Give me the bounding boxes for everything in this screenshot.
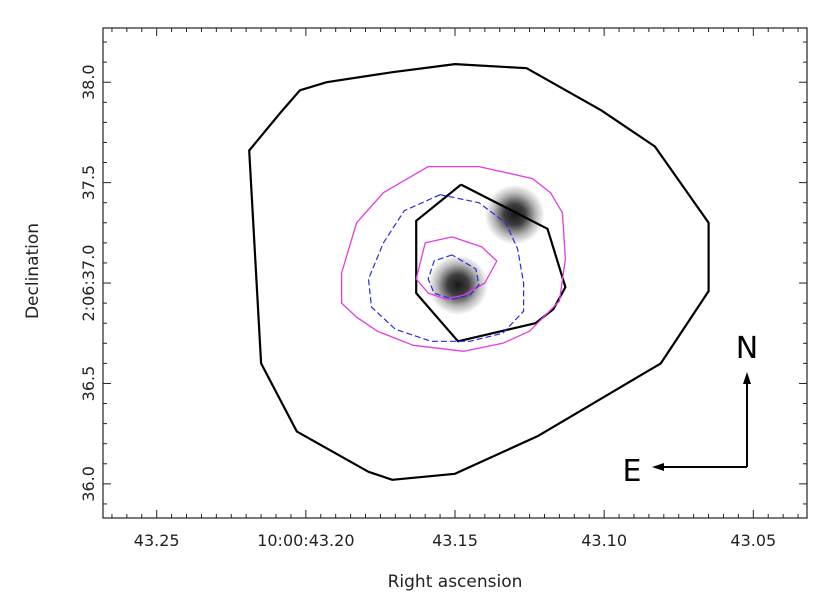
source-image-layer [427,184,545,316]
y-tick-label: 37.5 [79,165,98,201]
north-label: N [736,331,758,366]
contour-blue-6 [427,254,480,300]
x-tick-label: 10:00:43.20 [257,531,354,550]
x-tick-label: 43.15 [432,531,478,550]
x-tick-label: 43.05 [730,531,776,550]
contour-magenta-3 [340,165,567,352]
y-axis-label: Declination [23,223,43,319]
north-arrowhead-icon [743,372,751,384]
source-blob-1 [427,255,488,316]
contour-black-2 [415,183,567,343]
contour-blue-5 [367,194,525,342]
y-tick-label: 2:06:37.0 [79,245,98,322]
y-tick-label: 36.0 [79,466,98,502]
axis-ticks [103,28,807,518]
contour-black-1 [248,62,710,481]
compass: N E [623,331,759,489]
y-tick-label: 36.5 [79,366,98,402]
y-tick-labels: 36.0 36.5 2:06:37.0 37.5 38.0 [79,64,98,501]
x-axis-label: Right ascension [388,572,523,592]
y-tick-label: 38.0 [79,64,98,100]
contour-layer [248,62,710,481]
x-tick-label: 43.10 [581,531,627,550]
east-label: E [623,454,642,489]
source-blob-2 [484,184,545,245]
contour-magenta-4 [415,236,498,300]
east-arrowhead-icon [652,463,664,471]
x-tick-labels: 43.25 10:00:43.20 43.15 43.10 43.05 [134,531,776,550]
x-tick-label: 43.25 [134,531,180,550]
